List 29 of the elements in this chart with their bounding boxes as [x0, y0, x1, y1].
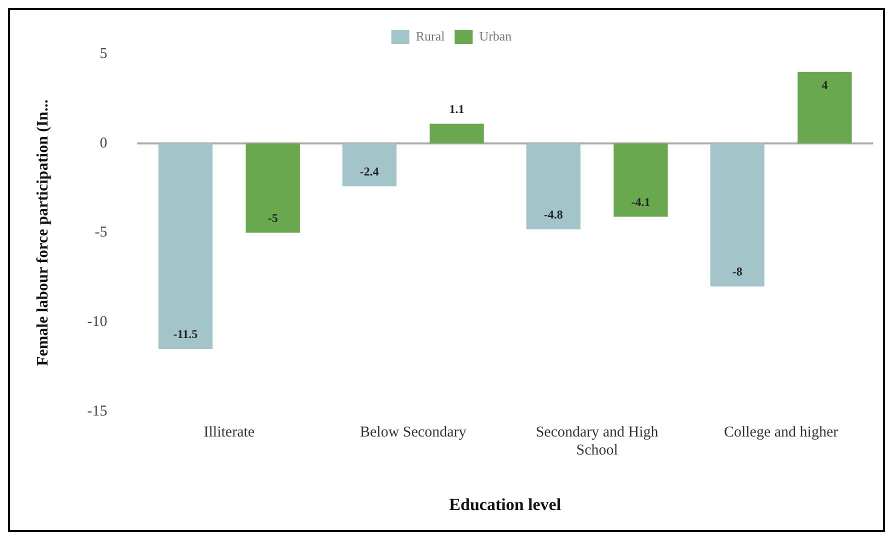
bar	[342, 143, 397, 186]
data-label: 4	[822, 78, 828, 92]
bar	[710, 143, 764, 286]
bar	[614, 143, 668, 217]
y-tick-label: -15	[87, 404, 108, 420]
y-tick-label: 0	[100, 135, 108, 152]
x-tick-label: Below Secondary	[360, 424, 467, 441]
y-tick-label: 5	[100, 46, 108, 62]
bar	[798, 72, 852, 144]
data-label: -11.5	[173, 327, 198, 342]
data-label: -8	[732, 264, 742, 279]
bar	[246, 143, 300, 233]
y-tick-label: -5	[94, 224, 108, 241]
y-axis-title: Female labour force participation (In...	[34, 100, 52, 366]
x-axis-title: Education level	[449, 495, 562, 514]
y-tick-label: -10	[87, 314, 108, 330]
x-tick-label: College and higher	[724, 424, 838, 441]
x-tick-label: Illiterate	[204, 424, 255, 441]
legend-label: Urban	[479, 28, 512, 44]
bar	[158, 143, 213, 350]
data-label: -4.8	[544, 207, 563, 222]
data-label: 1.1	[449, 102, 464, 116]
x-tick-label: Secondary and High School	[536, 424, 659, 459]
data-label: -2.4	[360, 164, 379, 178]
data-label: -5	[268, 210, 278, 225]
bar	[526, 143, 580, 230]
data-label: -4.1	[631, 194, 650, 209]
legend-label: Rural	[416, 28, 446, 44]
bar	[430, 124, 484, 144]
